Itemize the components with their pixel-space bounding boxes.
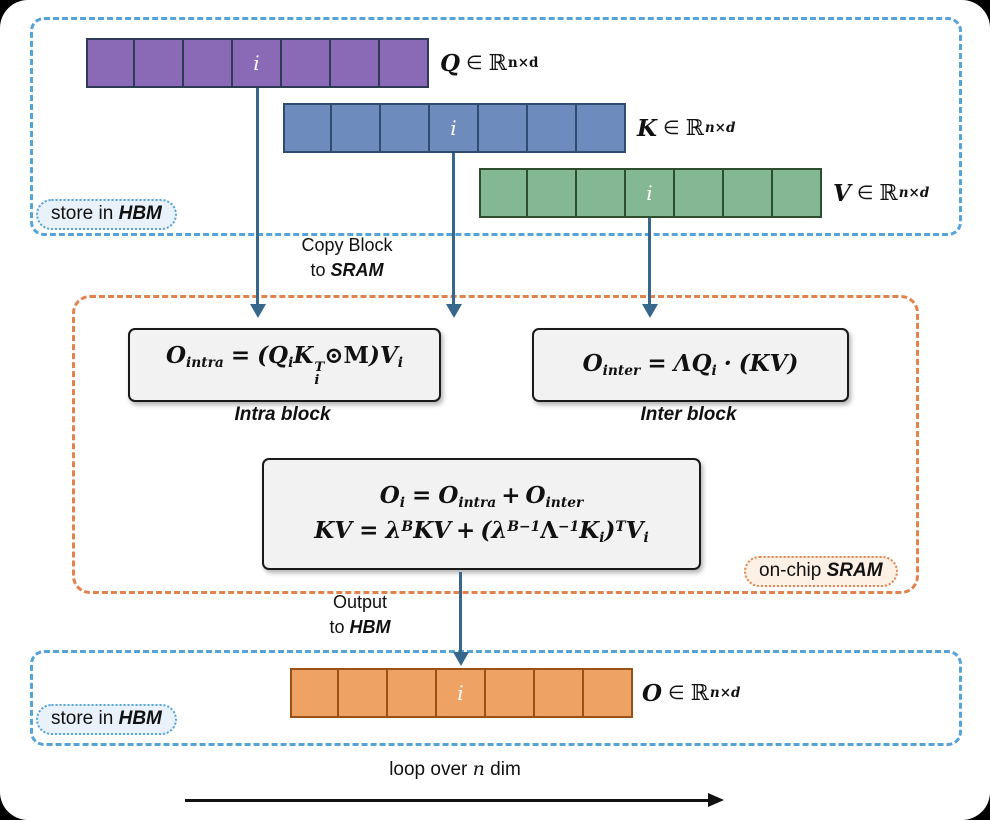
matrix-cell [388,668,437,718]
matrix-cell [528,103,577,153]
loop-over-n-note: loop over n dim [389,758,521,780]
matrix-cell [380,38,429,88]
matrix-cell [724,168,773,218]
copy-block-note: Copy Block to SRAM [301,235,393,280]
right-arrow-icon [708,793,724,807]
hbm-top-region [30,17,962,236]
matrix-cell [282,38,331,88]
matrix-cell [486,668,535,718]
down-arrow-output-icon [452,572,469,666]
hbm-top-label-prefix: store in [51,203,119,224]
matrix-cell [577,103,626,153]
sram-label-bold: SRAM [826,560,883,581]
matrix-cell [331,38,380,88]
matrix-row-v: i [479,168,822,218]
down-arrow-v-icon [641,218,658,318]
hbm-top-label: store in HBM [36,199,177,230]
hbm-bottom-label: store in HBM [36,704,177,735]
matrix-row-k: i [283,103,626,153]
hbm-top-label-bold: HBM [118,203,162,224]
loop-arrow-line [185,799,712,802]
matrix-cell [332,103,381,153]
matrix-row-o: i [290,668,633,718]
matrix-cell [773,168,822,218]
matrix-cell [535,668,584,718]
matrix-cell [184,38,233,88]
output-sum-formula: Oi = Ointra + Ointer [379,481,584,511]
update-formula-box: Oi = Ointra + Ointer KV = λBKV + (λB−1Λ−1Ki)TVi [262,458,701,570]
matrix-cell: i [437,668,486,718]
matrix-cell [283,103,332,153]
sram-label: on-chip SRAM [744,556,898,587]
hbm-bottom-label-prefix: store in [51,708,119,729]
matrix-cell [135,38,184,88]
matrix-cell: i [430,103,479,153]
matrix-cell [290,668,339,718]
matrix-cell [528,168,577,218]
down-arrow-q-icon [249,88,266,318]
hbm-bottom-label-bold: HBM [118,708,162,729]
matrix-cell [339,668,388,718]
sram-region [72,295,919,594]
matrix-cell [577,168,626,218]
sram-label-prefix: on-chip [759,560,827,581]
matrix-cell [584,668,633,718]
output-note: Output to HBM [329,592,391,637]
matrix-cell [675,168,724,218]
matrix-cell [479,168,528,218]
kv-update-formula: KV = λBKV + (λB−1Λ−1Ki)TVi [314,517,649,547]
inter-formula-box: Ointer = ΛQi · (KV) [532,328,849,402]
matrix-row-q: i [86,38,429,88]
matrix-cell [381,103,430,153]
inter-block-caption: Inter block [640,404,737,425]
intra-block-caption: Intra block [234,404,331,425]
matrix-cell: i [233,38,282,88]
matrix-cell [479,103,528,153]
hbm-bottom-region [30,650,962,746]
down-arrow-k-icon [445,153,462,318]
matrix-cell: i [626,168,675,218]
inter-formula: Ointer = ΛQi · (KV) [582,350,799,380]
matrix-cell [86,38,135,88]
